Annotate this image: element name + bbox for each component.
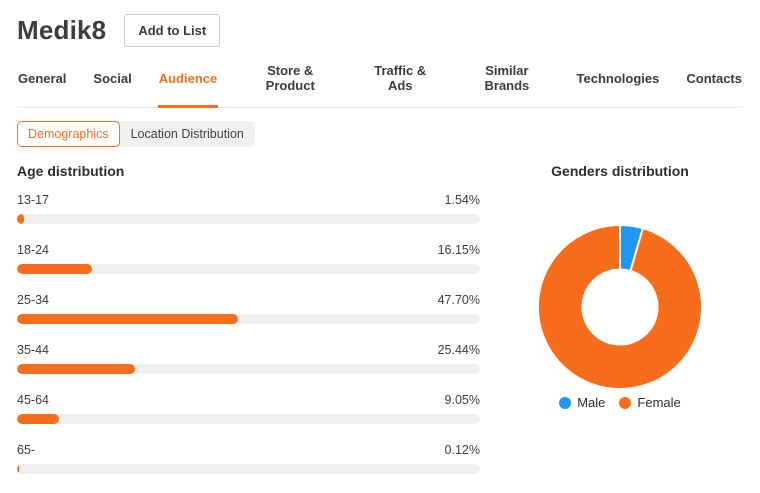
age-bar-track bbox=[17, 464, 480, 474]
age-bar-fill bbox=[17, 314, 238, 324]
age-bar-fill bbox=[17, 264, 92, 274]
subtab-location-distribution[interactable]: Location Distribution bbox=[120, 121, 255, 147]
tab-general[interactable]: General bbox=[17, 63, 67, 108]
tab-bar: General Social Audience Store & Product Traf… bbox=[17, 63, 743, 108]
genders-legend: Male Female bbox=[559, 395, 681, 410]
sub-tab-bar: Demographics Location Distribution bbox=[17, 121, 255, 147]
age-range-label: 65- bbox=[17, 443, 36, 457]
tab-traffic-ads[interactable]: Traffic & Ads bbox=[362, 63, 438, 108]
age-row: 25-34 47.70% bbox=[17, 293, 480, 324]
tab-social[interactable]: Social bbox=[92, 63, 132, 108]
age-bar-fill bbox=[17, 464, 19, 474]
legend-item-male[interactable]: Male bbox=[559, 395, 605, 410]
age-range-label: 45-64 bbox=[17, 393, 49, 407]
age-bar-fill bbox=[17, 414, 59, 424]
age-row: 35-44 25.44% bbox=[17, 343, 480, 374]
tab-audience[interactable]: Audience bbox=[157, 63, 219, 108]
age-bar-track bbox=[17, 364, 480, 374]
genders-distribution-section: Genders distribution Male Female bbox=[525, 147, 715, 410]
age-bar-track bbox=[17, 414, 480, 424]
age-bar-track bbox=[17, 264, 480, 274]
age-bar-fill bbox=[17, 364, 135, 374]
age-percent-value: 9.05% bbox=[444, 393, 480, 407]
age-distribution-chart: 13-17 1.54% 18-24 16.15% 25-34 47.70% 35-44 25.… bbox=[17, 193, 480, 474]
genders-distribution-title: Genders distribution bbox=[551, 163, 689, 179]
age-row: 45-64 9.05% bbox=[17, 393, 480, 424]
add-to-list-button[interactable]: Add to List bbox=[124, 14, 221, 47]
age-row: 13-17 1.54% bbox=[17, 193, 480, 224]
legend-label: Female bbox=[637, 395, 681, 410]
age-row: 18-24 16.15% bbox=[17, 243, 480, 274]
age-range-label: 35-44 bbox=[17, 343, 49, 357]
tab-technologies[interactable]: Technologies bbox=[576, 63, 661, 108]
legend-dot-male bbox=[559, 396, 572, 409]
age-range-label: 18-24 bbox=[17, 243, 49, 257]
age-bar-track bbox=[17, 314, 480, 324]
main-content: Age distribution 13-17 1.54% 18-24 16.15% 25… bbox=[17, 147, 743, 493]
tab-similar-brands[interactable]: Similar Brands bbox=[463, 63, 550, 108]
page-title: Medik8 bbox=[17, 15, 107, 45]
age-range-label: 25-34 bbox=[17, 293, 49, 307]
tab-store-product[interactable]: Store & Product bbox=[243, 63, 337, 108]
legend-label: Male bbox=[577, 395, 606, 410]
age-percent-value: 1.54% bbox=[444, 193, 480, 207]
genders-donut-chart bbox=[536, 223, 704, 391]
age-percent-value: 0.12% bbox=[444, 443, 480, 457]
donut-slice-female[interactable] bbox=[537, 223, 703, 390]
subtab-demographics[interactable]: Demographics bbox=[17, 121, 120, 147]
age-range-label: 13-17 bbox=[17, 193, 49, 207]
age-bar-fill bbox=[17, 214, 25, 224]
age-percent-value: 47.70% bbox=[437, 293, 480, 307]
legend-item-female[interactable]: Female bbox=[619, 395, 681, 410]
donut-svg bbox=[537, 223, 703, 390]
age-distribution-title: Age distribution bbox=[17, 163, 125, 179]
legend-dot-female bbox=[619, 396, 632, 409]
age-row: 65- 0.12% bbox=[17, 443, 480, 474]
header: Medik8 Add to List bbox=[17, 14, 743, 47]
tab-contacts[interactable]: Contacts bbox=[685, 63, 743, 108]
age-percent-value: 25.44% bbox=[437, 343, 480, 357]
age-percent-value: 16.15% bbox=[437, 243, 480, 257]
age-distribution-section: Age distribution 13-17 1.54% 18-24 16.15% 25… bbox=[17, 147, 480, 493]
age-bar-track bbox=[17, 214, 480, 224]
